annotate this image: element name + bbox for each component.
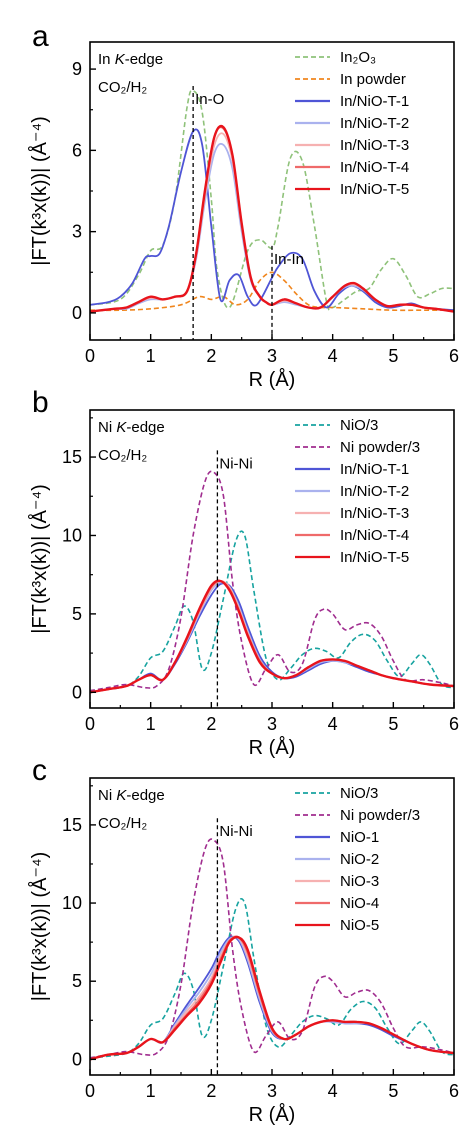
annotation-label: Ni-Ni	[219, 823, 252, 840]
edge-label: In K-edge	[98, 51, 163, 68]
annotation-label: In-O	[195, 91, 224, 108]
legend-label: In/NiO-T-2	[340, 115, 409, 132]
gas-label: CO₂/H₂	[98, 447, 147, 464]
annotation-label: In-In	[274, 251, 304, 268]
annotation-label: Ni-Ni	[219, 455, 252, 472]
x-tick-label: 4	[328, 1081, 338, 1101]
series-line-in-nio-t-5	[90, 579, 454, 694]
legend-label: In/NiO-T-1	[340, 461, 409, 478]
legend: NiO/3 Ni powder/3 In/NiO-T-1 In/NiO-T-2 In/N…	[295, 417, 420, 566]
legend: In₂O₃ In powder In/NiO-T-1 In/NiO-T-2 In/NiO…	[295, 49, 409, 198]
x-tick-label: 0	[85, 346, 95, 366]
x-tick-label: 5	[388, 714, 398, 734]
panel-letter: a	[32, 20, 49, 53]
legend: NiO/3 Ni powder/3 NiO-1 NiO-2 NiO-3 NiO-4 NiO-…	[295, 785, 420, 934]
series-line-in-powder	[90, 271, 454, 312]
legend-label: In/NiO-T-4	[340, 527, 409, 544]
x-axis-title: R (Å)	[249, 368, 296, 391]
legend-label: In/NiO-T-5	[340, 549, 409, 566]
legend-label: NiO-2	[340, 851, 379, 868]
x-tick-label: 1	[146, 346, 156, 366]
edge-label: Ni K-edge	[98, 419, 165, 436]
legend-label: NiO/3	[340, 417, 378, 434]
x-tick-label: 3	[267, 1081, 277, 1101]
gas-label: CO₂/H₂	[98, 79, 147, 96]
y-tick-label: 10	[62, 893, 82, 913]
x-tick-label: 3	[267, 346, 277, 366]
panel-letter: b	[32, 386, 49, 419]
gas-label: CO₂/H₂	[98, 815, 147, 832]
legend-label: In₂O₃	[340, 49, 376, 66]
x-tick-label: 6	[449, 1081, 459, 1101]
y-tick-label: 15	[62, 447, 82, 467]
legend-label: NiO-3	[340, 873, 379, 890]
legend-label: In/NiO-T-3	[340, 505, 409, 522]
x-tick-label: 0	[85, 1081, 95, 1101]
x-tick-label: 3	[267, 714, 277, 734]
x-tick-label: 5	[388, 346, 398, 366]
series-group	[90, 838, 454, 1061]
y-tick-label: 15	[62, 815, 82, 835]
legend-label: In/NiO-T-5	[340, 181, 409, 198]
x-tick-label: 1	[146, 1081, 156, 1101]
y-tick-label: 3	[72, 222, 82, 242]
legend-label: In/NiO-T-4	[340, 159, 409, 176]
series-group	[90, 470, 454, 694]
y-tick-label: 9	[72, 59, 82, 79]
legend-label: Ni powder/3	[340, 807, 420, 824]
x-axis-title: R (Å)	[249, 1103, 296, 1126]
series-line-nio-5	[90, 935, 454, 1061]
legend-label: NiO-4	[340, 895, 379, 912]
x-tick-label: 4	[328, 346, 338, 366]
y-tick-label: 6	[72, 140, 82, 160]
x-axis-title: R (Å)	[249, 736, 296, 759]
y-tick-label: 10	[62, 525, 82, 545]
series-line-nio-3	[90, 897, 454, 1059]
y-tick-label: 0	[72, 303, 82, 323]
y-tick-label: 0	[72, 1049, 82, 1069]
x-tick-label: 6	[449, 714, 459, 734]
edge-label: Ni K-edge	[98, 787, 165, 804]
y-tick-label: 0	[72, 682, 82, 702]
x-tick-label: 1	[146, 714, 156, 734]
legend-label: In powder	[340, 71, 406, 88]
legend-label: NiO-5	[340, 917, 379, 934]
panel-c: Ni-Ni 0 1 2 3 4 5 6 0 5 10 15 R (Å) |FT(k³x(k))| (Å⁻⁴…	[28, 754, 459, 1126]
legend-label: In/NiO-T-2	[340, 483, 409, 500]
y-axis-title: |FT(k³x(k))| (Å⁻⁴)	[28, 484, 51, 634]
panel-b: Ni-Ni 0 1 2 3 4 5 6 0 5 10 15 R (Å) |FT(k³x(k))| (Å⁻⁴…	[28, 386, 459, 759]
x-tick-label: 2	[206, 346, 216, 366]
x-tick-label: 0	[85, 714, 95, 734]
x-tick-label: 2	[206, 714, 216, 734]
y-axis-title: |FT(k³x(k))| (Å⁻⁴)	[28, 116, 51, 266]
legend-label: In/NiO-T-1	[340, 93, 409, 110]
x-tick-label: 2	[206, 1081, 216, 1101]
series-line-ni-powder-3	[90, 470, 454, 692]
series-group	[90, 89, 454, 313]
x-tick-label: 4	[328, 714, 338, 734]
x-tick-label: 6	[449, 346, 459, 366]
series-line-in-nio-t-1	[90, 128, 454, 312]
y-tick-label: 5	[72, 604, 82, 624]
legend-label: In/NiO-T-3	[340, 137, 409, 154]
legend-label: NiO/3	[340, 785, 378, 802]
y-axis-title: |FT(k³x(k))| (Å⁻⁴)	[28, 852, 51, 1002]
legend-label: NiO-1	[340, 829, 379, 846]
panel-a: In-O In-In 0 1 2 3 4 5 6 0 3 6 9 R (Å) |FT(k³x(k))| (Å…	[28, 20, 459, 391]
series-line-ni-powder-3	[90, 838, 454, 1059]
x-tick-label: 5	[388, 1081, 398, 1101]
series-line-in-nio-t-5	[90, 124, 454, 313]
panel-letter: c	[32, 754, 47, 787]
legend-label: Ni powder/3	[340, 439, 420, 456]
y-tick-label: 5	[72, 971, 82, 991]
